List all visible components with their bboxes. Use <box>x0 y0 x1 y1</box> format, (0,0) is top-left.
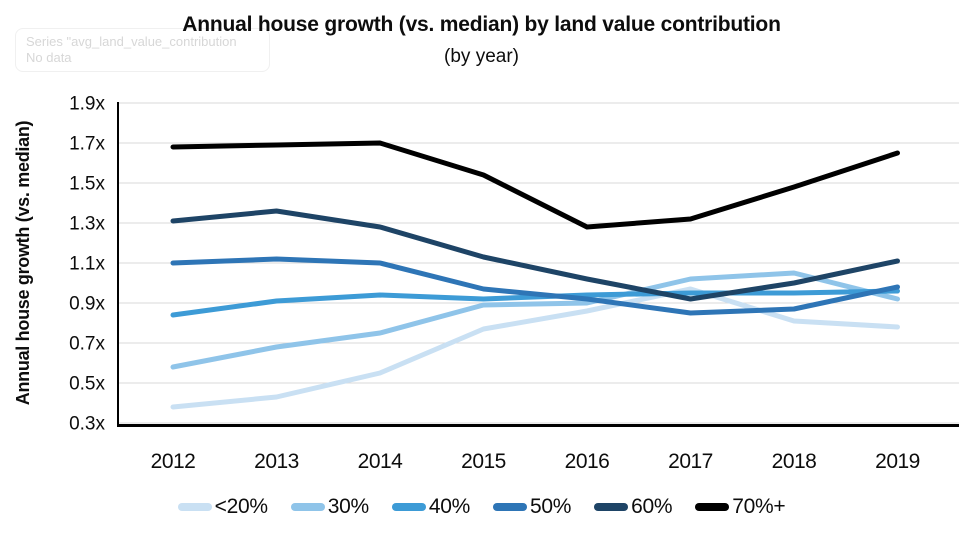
x-tick-label: 2012 <box>151 450 196 473</box>
legend-label: 50% <box>530 495 572 518</box>
no-data-tooltip-message-text: No data <box>26 50 72 65</box>
legend-item-2: 40% <box>391 495 470 519</box>
chart-title: Annual house growth (vs. median) by land… <box>182 13 781 36</box>
legend-swatch-icon <box>391 503 426 511</box>
legend-item-5: 70%+ <box>695 495 786 519</box>
series-line-70+ <box>170 140 900 230</box>
legend-swatch-icon <box>290 503 325 511</box>
series-line-60 <box>170 208 900 302</box>
x-tick-label: 2018 <box>772 450 817 473</box>
y-tick-label: 1.9x <box>69 94 105 115</box>
chart-subtitle: (by year) <box>444 46 519 67</box>
legend-item-0: <20% <box>177 495 268 519</box>
legend-swatch-icon <box>493 503 527 511</box>
x-tick-label: 2019 <box>875 450 920 473</box>
legend-item-1: 30% <box>290 495 369 519</box>
legend-label: 60% <box>631 495 673 518</box>
legend-swatch-icon <box>695 503 730 511</box>
no-data-tooltip-series-text: Series "avg_land_value_contribution <box>26 34 237 49</box>
legend-item-4: 60% <box>594 495 673 519</box>
legend-swatch-icon <box>594 503 629 511</box>
series-line-50 <box>170 256 900 316</box>
legend-label: 70%+ <box>732 495 786 518</box>
y-tick-label: 0.9x <box>69 294 105 315</box>
x-tick-label: 2015 <box>461 450 506 473</box>
legend: <20% 30% 40% 50% 60% 70%+ <box>0 495 963 519</box>
legend-swatch-icon <box>177 503 212 511</box>
x-tick-label: 2013 <box>254 450 299 473</box>
legend-item-3: 50% <box>493 495 571 519</box>
y-tick-label: 0.5x <box>69 374 105 395</box>
x-tick-label: 2017 <box>668 450 713 473</box>
series-line-30 <box>170 270 900 370</box>
legend-label: <20% <box>214 495 268 518</box>
no-data-tooltip: Series "avg_land_value_contribution No d… <box>15 28 270 72</box>
series-line-40 <box>170 288 900 318</box>
legend-label: 40% <box>428 495 470 518</box>
y-tick-label: 1.5x <box>69 174 105 195</box>
series-line-20 <box>170 286 900 410</box>
x-tick-label: 2016 <box>565 450 610 473</box>
y-tick-label: 0.3x <box>69 414 105 435</box>
y-tick-label: 1.7x <box>69 134 105 155</box>
legend-label: 30% <box>327 495 369 518</box>
y-tick-label: 1.1x <box>69 254 105 275</box>
x-tick-label: 2014 <box>358 450 404 473</box>
y-tick-label: 1.3x <box>69 214 105 235</box>
y-tick-label: 0.7x <box>69 334 105 355</box>
